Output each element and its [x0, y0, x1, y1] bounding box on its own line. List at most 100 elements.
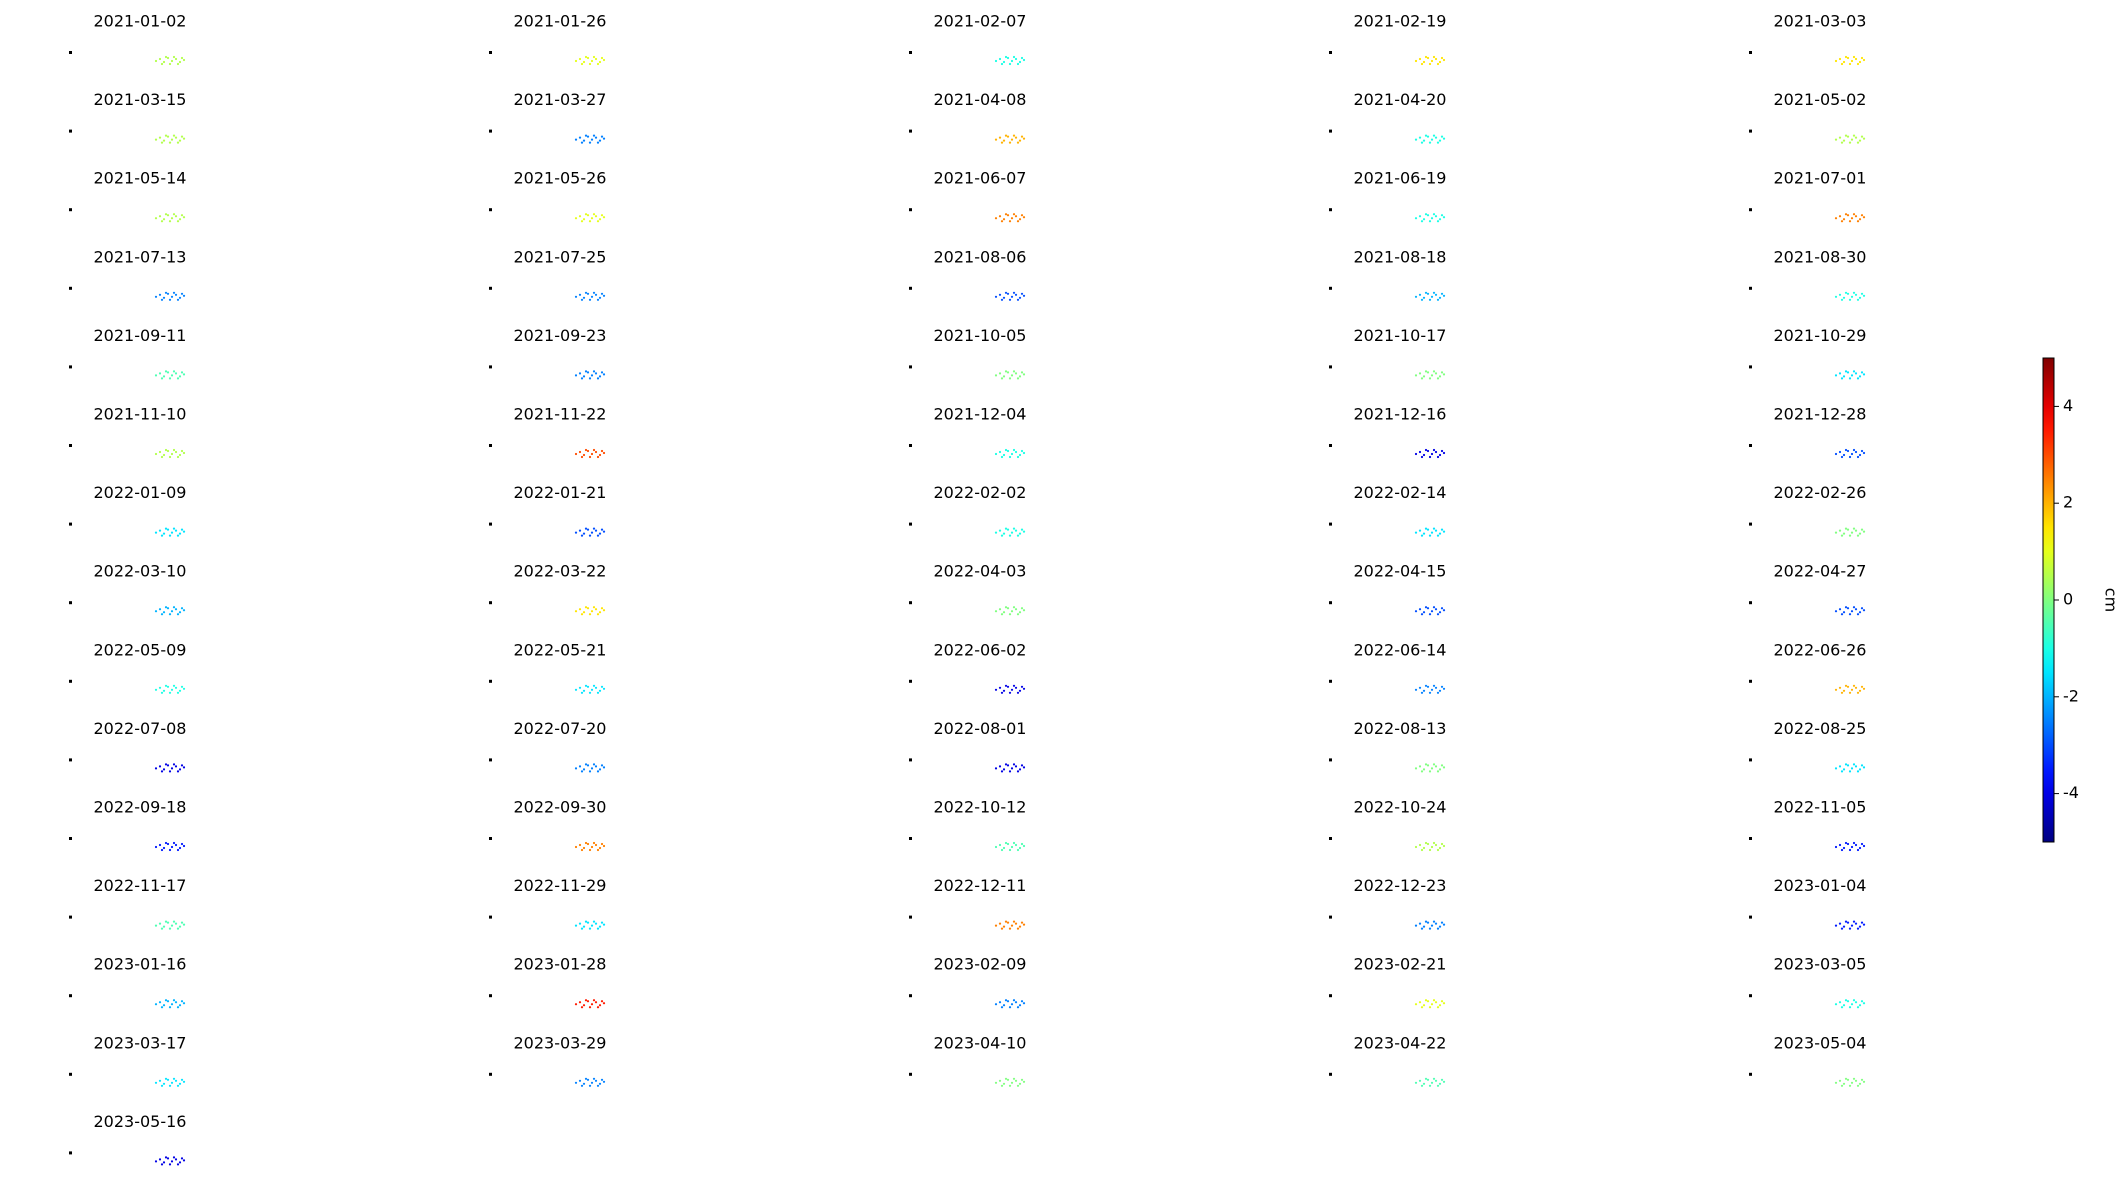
panel-title: 2021-05-02 — [1774, 90, 1867, 109]
pixel — [584, 527, 588, 530]
panel-title: 2022-09-18 — [94, 798, 187, 817]
panel: 2022-04-03 — [909, 562, 1026, 616]
pixel — [162, 1004, 166, 1007]
pixel — [1848, 770, 1852, 773]
pixel — [1862, 216, 1866, 219]
pixel — [1862, 844, 1866, 848]
pixel — [1020, 449, 1024, 453]
pixel — [1434, 57, 1438, 61]
pixel — [582, 925, 586, 928]
pixel — [590, 610, 594, 613]
pixel — [1016, 534, 1020, 537]
pixel — [1844, 291, 1848, 294]
pixel — [1008, 1006, 1012, 1009]
pixel — [1014, 1079, 1018, 1082]
reference-point — [1329, 915, 1332, 919]
pixel — [602, 687, 606, 690]
pixel — [182, 451, 186, 455]
panel: 2022-04-27 — [1749, 562, 1866, 616]
panel: 2022-09-30 — [489, 798, 606, 852]
pixel — [1434, 293, 1438, 296]
pixel — [1844, 527, 1848, 530]
pixel — [1440, 764, 1444, 767]
panel: 2021-01-02 — [69, 12, 186, 66]
reference-point — [69, 758, 72, 762]
panel: 2022-10-24 — [1329, 798, 1446, 852]
pixel — [154, 1160, 158, 1163]
pixel — [1848, 298, 1852, 301]
pixel — [1854, 215, 1858, 218]
pixel — [1418, 608, 1422, 611]
pixel — [158, 215, 162, 218]
pixel — [170, 1081, 174, 1084]
panel: 2021-04-20 — [1329, 90, 1446, 144]
pixel — [172, 448, 176, 452]
pixel — [166, 764, 170, 767]
pixel — [166, 1157, 170, 1160]
pixel — [586, 371, 590, 374]
pixel — [1422, 375, 1426, 378]
pixel — [574, 845, 578, 849]
pixel — [1434, 765, 1438, 768]
pixel — [600, 214, 604, 217]
pixel — [994, 610, 998, 613]
pixel — [1856, 534, 1860, 537]
pixel — [164, 1156, 168, 1159]
pixel — [176, 613, 180, 616]
pixel — [578, 843, 582, 847]
reference-point — [489, 601, 492, 605]
pixel — [1438, 296, 1442, 299]
panel: 2023-02-21 — [1329, 955, 1446, 1009]
panel: 2022-02-02 — [909, 483, 1026, 537]
pixel — [584, 55, 588, 59]
pixel — [1858, 1004, 1862, 1007]
pixel — [590, 138, 594, 141]
pixel — [1006, 685, 1010, 688]
panel-title: 2022-05-09 — [94, 640, 187, 659]
pixel — [1424, 291, 1428, 294]
pixel — [1422, 611, 1426, 614]
pixel — [162, 375, 166, 378]
pixel — [598, 139, 602, 142]
pixel — [1010, 924, 1014, 927]
pixel — [1016, 927, 1020, 930]
pixel — [1430, 452, 1434, 456]
pixel — [1850, 217, 1854, 220]
pixel — [1006, 607, 1010, 610]
pixel — [1418, 57, 1422, 61]
pixel — [178, 375, 182, 378]
pixel — [182, 373, 186, 376]
pixel — [586, 449, 590, 453]
pixel — [998, 293, 1002, 296]
pixel — [162, 453, 166, 457]
pixel — [176, 455, 180, 459]
reference-point — [489, 51, 492, 54]
reference-point — [909, 522, 912, 526]
pixel — [594, 529, 598, 532]
pixel — [1432, 55, 1436, 59]
pixel — [1432, 920, 1436, 923]
pixel — [1426, 56, 1430, 60]
pixel — [1432, 213, 1436, 216]
panel: 2021-02-19 — [1329, 12, 1446, 66]
pixel — [602, 766, 606, 769]
panel-title: 2021-06-07 — [934, 169, 1027, 188]
pixel — [1016, 770, 1020, 773]
pixel — [1430, 610, 1434, 613]
pixel — [164, 213, 168, 216]
pixel — [1420, 534, 1424, 537]
pixel — [578, 1079, 582, 1082]
reference-point — [1749, 365, 1752, 369]
pixel — [1022, 451, 1026, 455]
pixel — [172, 999, 176, 1002]
pixel — [1856, 1084, 1860, 1087]
reference-point — [69, 51, 72, 54]
pixel — [1004, 370, 1008, 373]
pixel — [1854, 1001, 1858, 1004]
pixel — [574, 217, 578, 220]
pixel — [1834, 767, 1838, 770]
pixel — [1858, 532, 1862, 535]
pixel — [1424, 55, 1428, 59]
pixel — [1858, 846, 1862, 850]
pixel — [154, 138, 158, 141]
